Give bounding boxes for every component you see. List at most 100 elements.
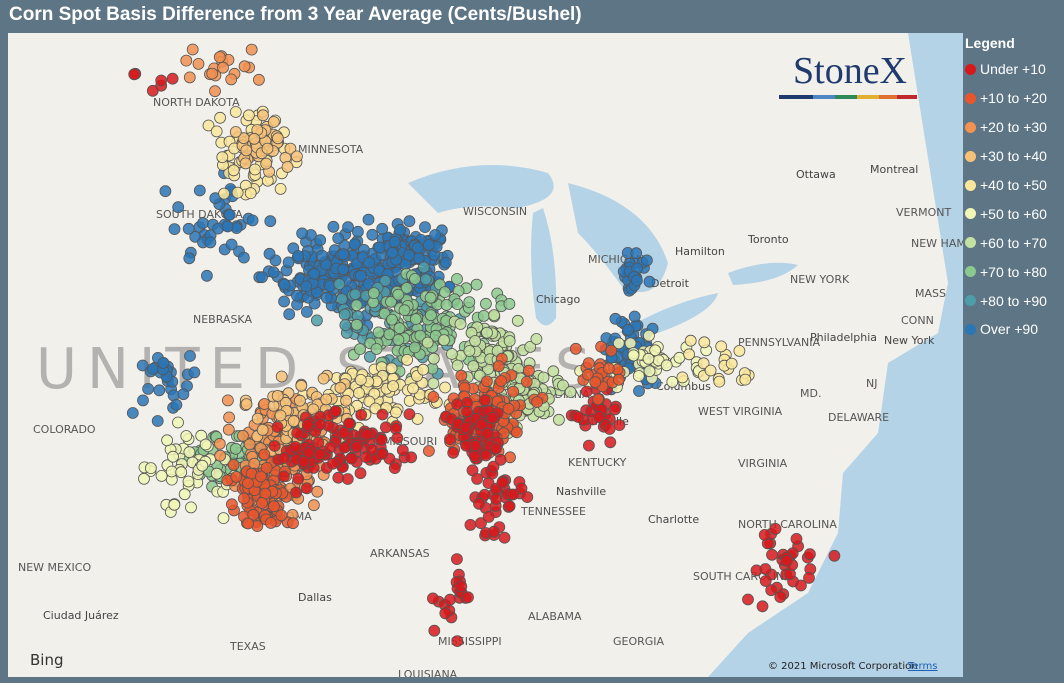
location-dot bbox=[769, 522, 782, 535]
ocean bbox=[708, 33, 963, 677]
location-dot bbox=[260, 157, 273, 170]
location-dot bbox=[477, 309, 490, 322]
location-dot bbox=[478, 394, 491, 407]
state-label: NORTH CAROLINA bbox=[738, 518, 837, 531]
state-label: MISSISSIPPI bbox=[438, 635, 502, 648]
location-dot bbox=[225, 73, 238, 86]
location-dot bbox=[464, 518, 477, 531]
location-dot bbox=[520, 375, 533, 388]
state-label: KENTUCKY bbox=[568, 456, 627, 469]
location-dot bbox=[251, 412, 264, 425]
location-dot bbox=[183, 71, 196, 84]
location-dot bbox=[482, 510, 495, 523]
location-dot bbox=[200, 269, 213, 282]
location-dot bbox=[217, 512, 230, 525]
location-dot bbox=[159, 185, 172, 198]
location-dot bbox=[628, 310, 641, 323]
location-dot bbox=[403, 215, 416, 228]
location-dot bbox=[398, 304, 411, 317]
location-dot bbox=[379, 274, 392, 287]
location-dot bbox=[258, 448, 271, 461]
location-dot bbox=[361, 428, 374, 441]
legend-item[interactable]: +30 to +40 bbox=[965, 142, 1047, 171]
location-dot bbox=[487, 460, 500, 473]
state-label: ARKANSAS bbox=[370, 547, 430, 560]
location-dot bbox=[245, 43, 258, 56]
location-dot bbox=[320, 393, 333, 406]
location-dot bbox=[613, 419, 626, 432]
location-dot bbox=[242, 109, 255, 122]
legend-item[interactable]: +40 to +50 bbox=[965, 171, 1047, 200]
location-dot bbox=[375, 433, 388, 446]
location-dot bbox=[376, 447, 389, 460]
location-dot bbox=[524, 340, 537, 353]
location-dot bbox=[168, 498, 181, 511]
location-dot bbox=[231, 186, 244, 199]
location-dot bbox=[338, 441, 351, 454]
location-dot bbox=[312, 436, 325, 449]
state-label: NEW YORK bbox=[790, 273, 850, 286]
location-dot bbox=[225, 238, 238, 251]
location-dot bbox=[394, 223, 407, 236]
legend-item[interactable]: +10 to +20 bbox=[965, 84, 1047, 113]
location-dot bbox=[261, 142, 274, 155]
legend-item[interactable]: +80 to +90 bbox=[965, 286, 1047, 315]
location-dot bbox=[582, 357, 595, 370]
location-dot bbox=[759, 575, 772, 587]
legend-item[interactable]: +50 to +60 bbox=[965, 199, 1047, 228]
location-dot bbox=[795, 579, 807, 592]
location-dot bbox=[196, 459, 209, 472]
legend-item[interactable]: +60 to +70 bbox=[965, 228, 1047, 257]
location-dot bbox=[182, 475, 195, 488]
location-dot bbox=[427, 352, 440, 365]
location-dot bbox=[343, 417, 355, 430]
location-dot bbox=[217, 61, 229, 74]
location-dot bbox=[419, 273, 432, 286]
location-dot bbox=[247, 508, 260, 521]
state-label: CONN bbox=[901, 314, 934, 327]
location-dot bbox=[278, 452, 290, 465]
location-dot bbox=[237, 492, 250, 505]
legend-item[interactable]: Under +10 bbox=[965, 55, 1047, 84]
location-dot bbox=[223, 411, 236, 424]
state-label: PENNSYLVANIA bbox=[738, 336, 820, 349]
location-dot bbox=[157, 356, 170, 369]
location-dot bbox=[386, 246, 399, 259]
state-label: ALABAMA bbox=[528, 610, 582, 623]
legend-label: +70 to +80 bbox=[980, 263, 1047, 280]
location-dot bbox=[301, 419, 314, 431]
location-dot bbox=[314, 418, 327, 431]
location-dot bbox=[354, 343, 366, 356]
location-dot bbox=[225, 498, 238, 511]
location-dot bbox=[151, 415, 164, 427]
location-dot bbox=[296, 227, 309, 240]
legend-label: +50 to +60 bbox=[980, 205, 1047, 222]
location-dot bbox=[153, 384, 166, 397]
location-dot bbox=[350, 440, 363, 453]
city-label: Ciudad Juárez bbox=[43, 609, 119, 622]
location-dot bbox=[507, 488, 520, 501]
location-dot bbox=[515, 482, 528, 495]
location-dot bbox=[422, 238, 435, 251]
title: Corn Spot Basis Difference from 3 Year A… bbox=[9, 4, 582, 25]
state-label: NEW HAMPSHIRE bbox=[911, 237, 963, 250]
legend-item[interactable]: +70 to +80 bbox=[965, 257, 1047, 286]
location-dot bbox=[439, 256, 452, 269]
location-dot bbox=[612, 337, 625, 350]
legend-item[interactable]: +20 to +30 bbox=[965, 113, 1047, 142]
terms-link[interactable]: Terms bbox=[907, 661, 937, 672]
location-dot bbox=[172, 416, 184, 429]
city-label: Dallas bbox=[298, 591, 332, 604]
legend-item[interactable]: Over +90 bbox=[965, 315, 1047, 344]
location-dot bbox=[295, 379, 308, 392]
location-dot bbox=[278, 295, 291, 308]
legend-label: +80 to +90 bbox=[980, 292, 1047, 309]
location-dot bbox=[649, 344, 662, 357]
lake-erie bbox=[618, 293, 718, 333]
location-dot bbox=[184, 350, 196, 362]
location-dot bbox=[392, 288, 405, 301]
provider: Bing bbox=[30, 651, 64, 669]
location-dot bbox=[409, 313, 422, 326]
location-dot bbox=[291, 427, 304, 439]
